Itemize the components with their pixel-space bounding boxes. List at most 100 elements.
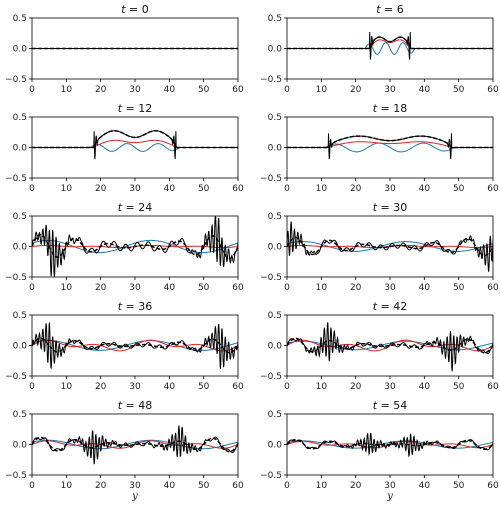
series-black-dashed-line bbox=[32, 436, 238, 453]
y-tick-label: 0.0 bbox=[13, 342, 28, 352]
x-tick-label: 10 bbox=[61, 481, 73, 491]
x-tick-label: 50 bbox=[198, 382, 210, 392]
series-black-dashed-line bbox=[32, 337, 238, 354]
x-tick-label: 20 bbox=[95, 283, 107, 293]
y-tick-label: −0.5 bbox=[260, 471, 282, 481]
series-blue-line bbox=[287, 241, 493, 252]
x-tick-label: 10 bbox=[61, 85, 73, 95]
y-tick-label: 0.0 bbox=[268, 342, 283, 352]
x-axis-label: y bbox=[131, 491, 138, 502]
x-tick-label: 20 bbox=[350, 481, 362, 491]
x-tick-label: 60 bbox=[487, 85, 499, 95]
series-black-dashed-line bbox=[32, 129, 238, 149]
y-tick-label: 0.5 bbox=[268, 212, 282, 222]
x-tick-label: 40 bbox=[164, 85, 176, 95]
panel-title: t = 12 bbox=[118, 102, 153, 115]
x-tick-label: 40 bbox=[419, 481, 431, 491]
x-tick-label: 20 bbox=[95, 184, 107, 194]
x-tick-label: 40 bbox=[164, 283, 176, 293]
y-tick-label: 0.0 bbox=[268, 441, 283, 451]
x-tick-label: 0 bbox=[284, 481, 290, 491]
x-tick-label: 60 bbox=[487, 481, 499, 491]
y-tick-label: 0.0 bbox=[13, 45, 28, 55]
series-red-line bbox=[287, 141, 493, 148]
x-tick-label: 20 bbox=[350, 85, 362, 95]
panel-t12: 0 10 20 30 40 50 60 −0.5 0.0 0.5 t = 12 bbox=[5, 102, 244, 194]
x-tick-label: 0 bbox=[284, 382, 290, 392]
y-tick-label: 0.5 bbox=[268, 113, 282, 123]
x-tick-label: 30 bbox=[384, 184, 396, 194]
x-tick-label: 60 bbox=[232, 382, 244, 392]
x-tick-label: 60 bbox=[232, 481, 244, 491]
panel-t36: 0 10 20 30 40 50 60 −0.5 0.0 0.5 t = 36 bbox=[5, 300, 244, 392]
x-tick-label: 60 bbox=[232, 283, 244, 293]
x-tick-label: 30 bbox=[129, 85, 141, 95]
series-black-dashed-line bbox=[287, 36, 493, 50]
y-tick-label: 0.0 bbox=[268, 243, 283, 253]
x-tick-label: 40 bbox=[419, 283, 431, 293]
x-tick-label: 30 bbox=[129, 481, 141, 491]
y-tick-label: −0.5 bbox=[260, 273, 282, 283]
panel-title: t = 42 bbox=[373, 300, 408, 313]
series-black-line bbox=[287, 322, 493, 372]
series-black-dashed-line bbox=[287, 438, 493, 451]
x-tick-label: 30 bbox=[129, 283, 141, 293]
panel-title: t = 6 bbox=[376, 3, 404, 16]
y-tick-label: 0.0 bbox=[268, 45, 283, 55]
x-tick-label: 0 bbox=[29, 382, 35, 392]
x-tick-label: 50 bbox=[198, 283, 210, 293]
x-tick-label: 60 bbox=[487, 283, 499, 293]
x-tick-label: 20 bbox=[350, 283, 362, 293]
y-tick-label: 0.5 bbox=[13, 311, 27, 321]
y-tick-label: 0.5 bbox=[268, 14, 282, 24]
y-tick-label: −0.5 bbox=[260, 174, 282, 184]
x-tick-label: 60 bbox=[232, 85, 244, 95]
x-tick-label: 0 bbox=[29, 283, 35, 293]
x-tick-label: 30 bbox=[129, 184, 141, 194]
x-tick-label: 60 bbox=[487, 382, 499, 392]
x-tick-label: 20 bbox=[95, 85, 107, 95]
y-tick-label: 0.5 bbox=[13, 410, 27, 420]
x-tick-label: 10 bbox=[61, 184, 73, 194]
x-tick-label: 50 bbox=[453, 184, 465, 194]
x-tick-label: 30 bbox=[384, 85, 396, 95]
x-tick-label: 40 bbox=[419, 184, 431, 194]
panel-t0: 0 10 20 30 40 50 60 −0.5 0.0 0.5 t = 0 bbox=[5, 3, 244, 95]
y-tick-label: −0.5 bbox=[5, 273, 27, 283]
panel-title: t = 48 bbox=[118, 399, 153, 412]
x-tick-label: 50 bbox=[198, 85, 210, 95]
x-tick-label: 0 bbox=[29, 481, 35, 491]
y-tick-label: 0.5 bbox=[13, 212, 27, 222]
y-tick-label: −0.5 bbox=[5, 471, 27, 481]
panel-title: t = 18 bbox=[373, 102, 408, 115]
panel-title: t = 30 bbox=[373, 201, 408, 214]
series-black-dashed-line bbox=[32, 233, 238, 260]
x-tick-label: 10 bbox=[316, 382, 328, 392]
x-tick-label: 0 bbox=[284, 283, 290, 293]
panel-t42: 0 10 20 30 40 50 60 −0.5 0.0 0.5 t = 42 bbox=[260, 300, 499, 392]
y-tick-label: 0.0 bbox=[268, 144, 283, 154]
x-tick-label: 10 bbox=[316, 481, 328, 491]
panel-title: t = 36 bbox=[118, 300, 153, 313]
x-tick-label: 10 bbox=[316, 283, 328, 293]
x-tick-label: 40 bbox=[164, 184, 176, 194]
x-axis-label: y bbox=[386, 491, 393, 502]
x-tick-label: 40 bbox=[164, 481, 176, 491]
panel-title: t = 0 bbox=[121, 3, 149, 16]
y-tick-label: 0.5 bbox=[268, 311, 282, 321]
panel-t6: 0 10 20 30 40 50 60 −0.5 0.0 0.5 t = 6 bbox=[260, 3, 499, 95]
series-blue-line bbox=[32, 439, 238, 450]
panel-t24: 0 10 20 30 40 50 60 −0.5 0.0 0.5 t = 24 bbox=[5, 201, 244, 293]
x-tick-label: 30 bbox=[129, 382, 141, 392]
x-tick-label: 50 bbox=[198, 481, 210, 491]
y-tick-label: 0.0 bbox=[13, 144, 28, 154]
panel-title: t = 24 bbox=[118, 201, 153, 214]
series-black-line bbox=[32, 321, 238, 370]
series-black-line bbox=[287, 32, 493, 60]
x-tick-label: 0 bbox=[284, 85, 290, 95]
x-tick-label: 30 bbox=[384, 481, 396, 491]
panel-t18: 0 10 20 30 40 50 60 −0.5 0.0 0.5 t = 18 bbox=[260, 102, 499, 194]
x-tick-label: 10 bbox=[61, 382, 73, 392]
panel-t54: 0 10 20 30 40 50 60 −0.5 0.0 0.5 t = 54 y bbox=[260, 399, 499, 502]
